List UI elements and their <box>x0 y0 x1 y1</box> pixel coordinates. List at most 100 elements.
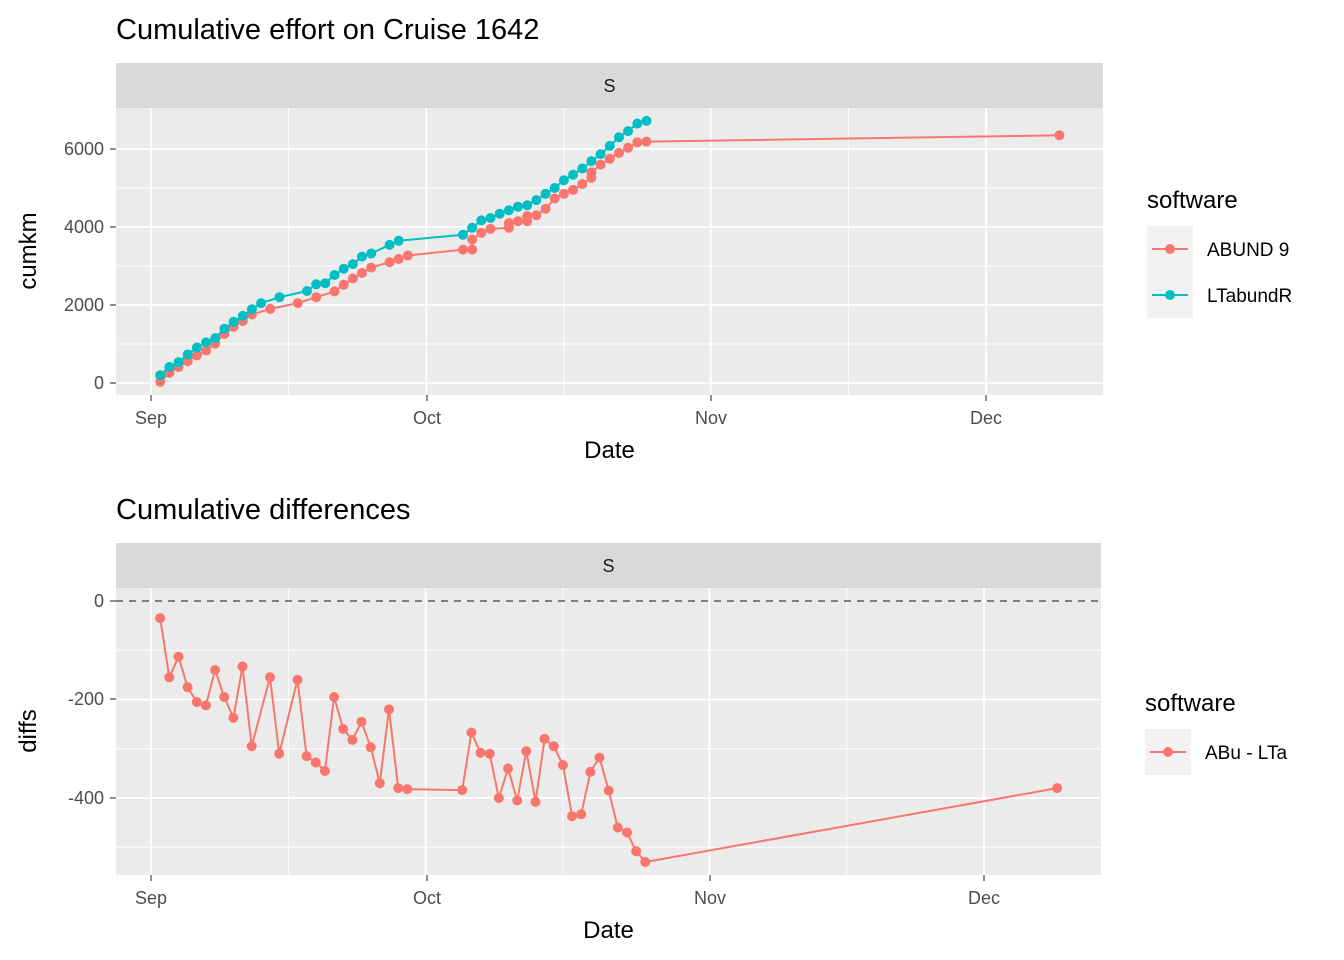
chart-1-data-point <box>1054 130 1065 141</box>
chart-1-data-point <box>641 115 652 126</box>
chart-1-data-point <box>246 304 257 315</box>
chart-1-data-point <box>182 349 193 360</box>
chart-2-legend-key-point <box>1163 747 1173 757</box>
chart-2-data-point <box>622 827 632 838</box>
chart-2-data-point <box>329 692 340 702</box>
chart-1-data-point <box>586 167 597 178</box>
chart-1-data-point <box>384 239 395 250</box>
chart-1-data-point <box>513 201 523 212</box>
chart-1-data-point <box>201 345 212 356</box>
chart-1-data-point <box>503 205 514 216</box>
chart-1-legend-key-point <box>1165 290 1175 300</box>
chart-1-data-point <box>632 137 643 148</box>
chart-1-data-point <box>210 333 221 344</box>
chart-2-data-point <box>182 682 193 693</box>
chart-2-data-point <box>246 741 257 752</box>
chart-1-data-point <box>568 169 579 180</box>
chart-2-data-point <box>347 734 358 745</box>
chart-1-data-point <box>338 279 349 290</box>
chart-2-x-tick-label: Sep <box>135 888 167 908</box>
chart-2-data-point <box>237 661 248 672</box>
chart-2-data-point <box>356 716 367 727</box>
chart-1-data-point <box>320 278 331 289</box>
chart-1-data-point <box>311 292 322 303</box>
chart-2-data-point <box>567 811 578 822</box>
chart-1-data-point <box>604 153 615 164</box>
chart-1-data-point <box>219 323 230 334</box>
chart-2-y-tick-label: -400 <box>68 788 104 808</box>
chart-2-x-axis-title: Date <box>583 917 634 944</box>
chart-1-data-point <box>311 279 322 290</box>
chart-2-data-point <box>374 778 385 789</box>
chart-1-data-point <box>366 262 377 273</box>
chart-1-facet-label: S <box>603 76 615 96</box>
chart-1-data-point <box>476 227 487 238</box>
chart-1-data-point <box>522 211 533 222</box>
chart-1-x-tick-label: Nov <box>695 408 727 428</box>
chart-2-data-point <box>512 795 523 806</box>
chart-2-y-axis-title: diffs <box>15 709 42 753</box>
chart-2-title: Cumulative differences <box>116 494 410 526</box>
chart-1-data-point <box>586 156 597 167</box>
chart-1-data-point <box>357 251 367 262</box>
chart-2-x-tick-label: Dec <box>968 888 1000 908</box>
chart-2-data-point <box>1052 783 1063 794</box>
chart-1: Cumulative effort on Cruise 1642 S 0 200… <box>15 14 1292 464</box>
chart-2-data-point <box>493 793 504 803</box>
chart-1-data-point <box>458 229 468 240</box>
chart-1-data-point <box>292 298 303 309</box>
chart-2-gridlines <box>116 588 1101 875</box>
chart-1-data-point <box>595 159 606 170</box>
chart-1-data-point <box>393 254 404 264</box>
chart-1-data-point <box>228 316 239 327</box>
chart-2-y-axis: 0 -200 -400 <box>68 591 116 808</box>
chart-2-data-point <box>210 665 221 675</box>
chart-2-data-point <box>576 809 587 820</box>
chart-1-data-point <box>402 250 413 261</box>
chart-2-series <box>155 613 1063 867</box>
chart-1-data-point <box>577 163 588 174</box>
chart-2-data-point <box>319 765 330 776</box>
chart-2-legend: software ABu - LTa <box>1145 690 1287 775</box>
chart-1-y-tick-label: 2000 <box>64 295 104 315</box>
chart-2: Cumulative differences S 0 -200 -400 Sep… <box>15 494 1287 944</box>
chart-1-data-point <box>476 215 487 226</box>
chart-2-data-point <box>164 672 175 683</box>
chart-1-data-point <box>549 193 560 204</box>
chart-1-data-point <box>201 337 212 348</box>
chart-2-data-point <box>402 784 413 795</box>
chart-1-data-point <box>347 259 358 270</box>
chart-2-facet-strip <box>116 543 1101 588</box>
chart-2-data-point <box>384 704 394 715</box>
chart-1-data-point <box>458 244 468 255</box>
chart-1-data-point <box>614 132 624 143</box>
chart-1-x-axis: Sep Oct Nov Dec <box>135 395 1002 428</box>
chart-2-data-point <box>603 785 614 796</box>
chart-1-data-point <box>256 298 267 309</box>
chart-1-data-point <box>393 235 404 246</box>
chart-1-data-point <box>366 248 377 259</box>
chart-1-legend-label: ABUND 9 <box>1207 240 1289 261</box>
chart-1-data-point <box>347 273 358 284</box>
chart-1-data-point <box>338 263 349 274</box>
chart-2-x-tick-label: Oct <box>413 888 441 908</box>
chart-2-data-point <box>191 697 202 707</box>
chart-1-data-point <box>485 213 496 223</box>
chart-1-data-point <box>623 126 634 137</box>
chart-1-data-point <box>558 175 569 186</box>
chart-1-legend-label: LTabundR <box>1207 286 1292 307</box>
chart-1-data-point <box>164 362 175 372</box>
chart-2-x-tick-label: Nov <box>694 888 726 908</box>
chart-2-data-point <box>173 651 184 662</box>
chart-1-data-point <box>173 357 184 368</box>
chart-2-data-point <box>585 766 596 777</box>
chart-2-legend-title: software <box>1145 690 1236 717</box>
chart-2-data-point <box>521 746 532 757</box>
chart-1-data-point <box>329 286 340 297</box>
chart-1-data-point <box>467 244 478 255</box>
chart-2-data-point <box>228 712 239 723</box>
chart-1-data-point <box>531 195 542 206</box>
chart-2-data-point <box>503 763 513 774</box>
chart-1-data-point <box>522 200 533 211</box>
chart-1-data-point <box>641 136 652 147</box>
